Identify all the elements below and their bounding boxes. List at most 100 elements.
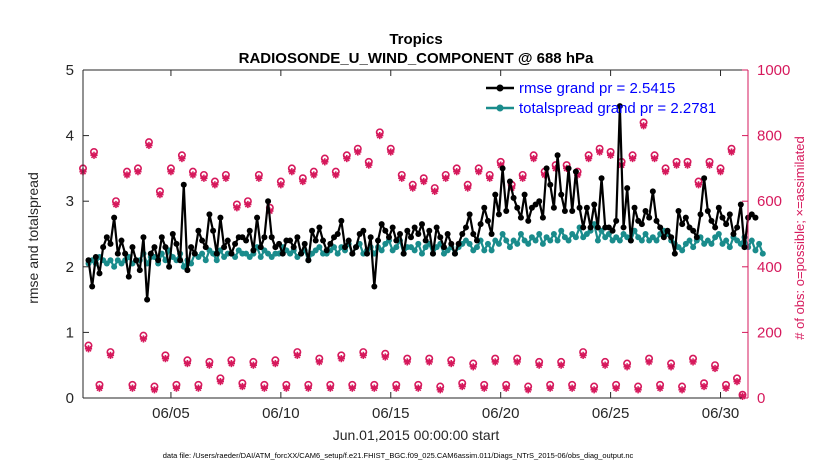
obs-assimilated-point — [628, 154, 637, 163]
obs-assimilated-stroke — [332, 171, 339, 179]
obs-assimilated-stroke — [404, 358, 411, 366]
totalspread-point — [213, 257, 220, 264]
totalspread-point — [536, 231, 543, 237]
obs-assimilated-point — [288, 168, 296, 176]
obs-assimilated-point — [84, 345, 93, 353]
obs-assimilated-stroke — [310, 171, 317, 179]
obs-assimilated-point — [519, 174, 527, 182]
obs-assimilated-point — [321, 158, 329, 166]
obs-assimilated-point — [480, 384, 488, 392]
rmse-point — [210, 227, 217, 234]
obs-assimilated-stroke — [327, 385, 334, 392]
y-tick-label: 3 — [66, 193, 74, 210]
rmse-point — [448, 240, 455, 247]
obs-assimilated-point — [557, 361, 565, 369]
rmse-point — [400, 250, 407, 257]
rmse-point — [290, 244, 297, 251]
rmse-point — [92, 253, 99, 260]
obs-assimilated-stroke — [382, 353, 389, 361]
obs-assimilated-point — [238, 382, 246, 391]
rmse-point — [232, 240, 239, 247]
rmse-point — [342, 244, 349, 251]
obs-assimilated-point — [546, 384, 554, 392]
y-tick-label: 2 — [66, 259, 74, 276]
x-tick-label: 06/25 — [592, 405, 630, 422]
obs-assimilated-point — [568, 384, 576, 392]
obs-assimilated-point — [172, 384, 181, 392]
obs-assimilated-point — [661, 168, 670, 176]
rmse-point — [671, 250, 678, 257]
series-lines — [85, 103, 766, 303]
rmse-point — [517, 214, 524, 221]
rmse-point — [734, 224, 741, 231]
rmse-point — [539, 214, 546, 221]
rmse-point — [510, 194, 517, 201]
obs-assimilated-point — [596, 148, 604, 156]
obs-assimilated-point — [409, 184, 417, 192]
obs-assimilated-point — [403, 358, 411, 366]
rmse-point — [382, 227, 389, 234]
rmse-point — [254, 214, 261, 221]
rmse-point — [191, 250, 198, 257]
rmse-point — [704, 208, 711, 215]
obs-assimilated-stroke — [409, 184, 416, 192]
obs-assimilated-stroke — [167, 168, 175, 175]
obs-assimilated-stroke — [624, 363, 631, 370]
obs-assimilated-point — [354, 148, 362, 156]
totalspread-point — [638, 237, 645, 244]
rmse-point — [646, 214, 653, 221]
obs-assimilated-point — [414, 384, 422, 392]
obs-assimilated-point — [738, 392, 747, 400]
rmse-point — [261, 234, 268, 241]
rmse-point — [140, 234, 147, 241]
obs-assimilated-stroke — [228, 360, 235, 367]
rmse-point — [440, 244, 447, 251]
obs-assimilated-point — [376, 132, 384, 140]
obs-assimilated-stroke — [536, 362, 543, 369]
x-tick-label: 06/20 — [482, 405, 520, 422]
rmse-point — [276, 240, 283, 247]
data-file-footnote: data file: /Users/raeder/DAI/ATM_forcXX/… — [163, 451, 634, 460]
obs-assimilated-stroke — [728, 148, 735, 156]
rmse-point — [320, 237, 327, 244]
rmse-point — [708, 217, 715, 224]
totalspread-point — [690, 244, 697, 251]
rmse-point — [298, 250, 305, 257]
obs-assimilated-stroke — [662, 168, 669, 175]
rmse-point — [375, 237, 382, 244]
obs-assimilated-point — [678, 386, 686, 394]
obs-assimilated-stroke — [123, 171, 131, 179]
totalspread-point — [499, 231, 506, 237]
obs-assimilated-point — [689, 358, 697, 366]
obs-assimilated-point — [524, 386, 532, 394]
legend-rmse-marker — [496, 84, 504, 92]
rmse-point — [217, 214, 224, 221]
obs-assimilated-point — [381, 353, 389, 361]
rmse-point — [741, 244, 748, 251]
totalspread-point — [752, 247, 759, 254]
obs-assimilated-stroke — [547, 385, 554, 392]
obs-assimilated-stroke — [629, 155, 636, 162]
obs-assimilated-point — [271, 359, 279, 368]
rmse-point — [177, 257, 184, 264]
obs-assimilated-point — [579, 351, 587, 359]
obs-assimilated-stroke — [387, 148, 394, 156]
rmse-point — [620, 224, 627, 231]
obs-assimilated-point — [458, 382, 466, 391]
obs-assimilated-stroke — [200, 175, 207, 182]
rmse-point — [682, 214, 689, 221]
obs-assimilated-stroke — [706, 162, 713, 169]
obs-assimilated-point — [227, 359, 235, 368]
totalspread-point — [715, 231, 722, 237]
obs-assimilated-stroke — [134, 168, 142, 175]
rmse-point — [246, 227, 253, 234]
rmse-point — [221, 244, 228, 251]
obs-assimilated-stroke — [420, 178, 427, 185]
rmse-point — [459, 231, 466, 237]
rmse-point — [144, 296, 151, 303]
obs-assimilated-point — [216, 378, 224, 386]
rmse-point — [638, 221, 645, 228]
obs-assimilated-stroke — [283, 385, 290, 392]
totalspread-point — [565, 237, 572, 244]
